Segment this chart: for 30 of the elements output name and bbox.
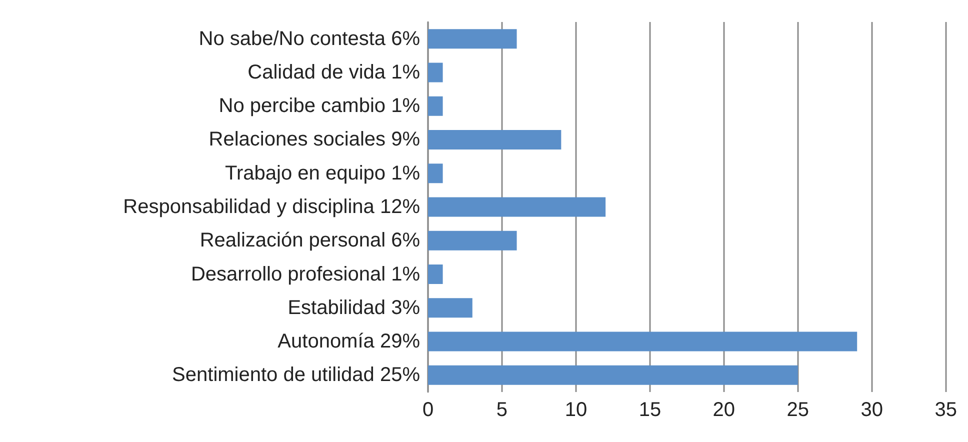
bar	[428, 264, 443, 284]
x-tick-label: 0	[422, 399, 434, 421]
x-tick-label: 10	[564, 399, 588, 421]
x-tick-label: 5	[496, 399, 508, 421]
y-tick-label: Relaciones sociales 9%	[208, 128, 420, 151]
x-tick-label: 20	[712, 399, 736, 421]
bar	[428, 298, 472, 318]
bar	[428, 230, 517, 250]
x-tick-label: 25	[786, 399, 810, 421]
y-tick-label: Realización personal 6%	[200, 230, 420, 252]
bar	[428, 29, 517, 49]
bar	[428, 365, 798, 385]
x-tick-label: 30	[860, 399, 884, 421]
x-tick-label: 35	[934, 399, 957, 421]
bar	[428, 197, 606, 217]
bar	[428, 130, 562, 150]
bar	[428, 332, 858, 352]
y-tick-label: Estabilidad 3%	[288, 296, 420, 319]
y-tick-label: Calidad de vida 1%	[248, 61, 420, 84]
bar	[428, 96, 443, 116]
y-tick-label: Sentimiento de utilidad 25%	[172, 364, 420, 386]
x-tick-label: 15	[638, 399, 662, 421]
y-tick-label: Desarrollo profesional 1%	[190, 263, 420, 286]
y-tick-label: Responsabilidad y disciplina 12%	[123, 196, 420, 218]
y-tick-label: Trabajo en equipo 1%	[225, 162, 420, 184]
y-tick-label: No percibe cambio 1%	[218, 95, 420, 118]
y-tick-label: Autonomía 29%	[278, 330, 420, 353]
y-tick-label: No sabe/No contesta 6%	[198, 28, 420, 50]
bar	[428, 62, 443, 82]
bar	[428, 164, 443, 184]
